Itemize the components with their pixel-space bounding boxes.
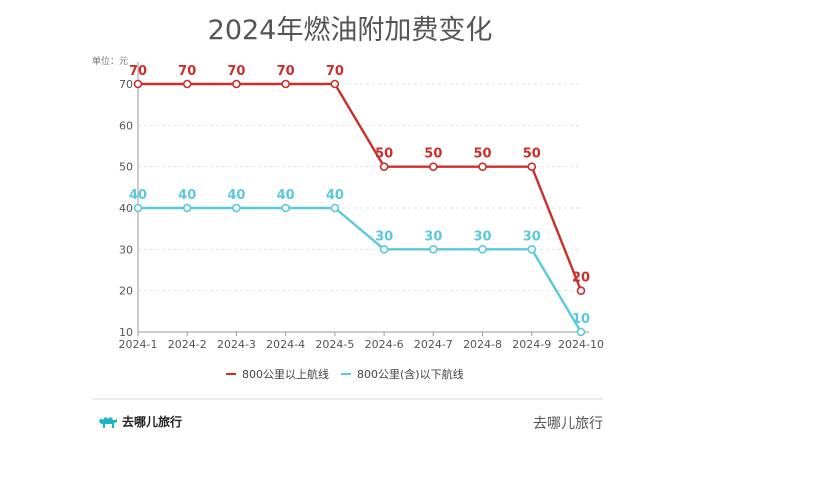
- data-point: [379, 245, 389, 254]
- camel-icon: [99, 416, 117, 428]
- logo-text: 去哪儿旅行: [122, 415, 183, 429]
- x-tick-label: 2024-1: [119, 338, 158, 351]
- data-point: [576, 286, 586, 295]
- y-tick-label: 50: [119, 161, 133, 174]
- y-tick-label: 40: [119, 202, 133, 215]
- y-tick-label: 20: [119, 285, 133, 298]
- data-label: 50: [474, 147, 492, 162]
- data-point: [478, 245, 487, 254]
- data-label: 30: [375, 229, 393, 244]
- data-point: [281, 79, 290, 89]
- legend-label: 800公里以上航线: [242, 367, 329, 381]
- data-point: [576, 327, 586, 337]
- data-label: 20: [572, 271, 590, 286]
- data-label: 40: [277, 188, 295, 203]
- data-label: 40: [227, 188, 245, 203]
- data-point: [330, 203, 340, 213]
- x-tick-label: 2024-6: [365, 338, 404, 351]
- data-point: [133, 203, 143, 213]
- data-label: 70: [277, 64, 295, 79]
- x-tick-label: 2024-2: [168, 338, 207, 351]
- legend-label: 800公里(含)以下航线: [357, 367, 464, 381]
- data-label: 10: [572, 312, 590, 327]
- data-label: 70: [129, 64, 147, 79]
- series-line: [138, 82, 583, 292]
- y-tick-label: 10: [119, 326, 133, 339]
- data-point: [429, 162, 438, 171]
- data-point: [527, 162, 537, 171]
- data-point: [281, 203, 290, 213]
- data-label: 50: [375, 147, 393, 162]
- y-tick-label: 30: [119, 243, 133, 256]
- data-point: [133, 79, 143, 89]
- series-line: [138, 206, 583, 333]
- footer-logo: 去哪儿旅行: [98, 413, 182, 430]
- data-point: [478, 162, 487, 171]
- data-label: 30: [474, 229, 492, 244]
- chart-title: 2024年燃油附加费变化: [207, 15, 493, 46]
- data-label: 30: [424, 229, 442, 244]
- data-label: 40: [326, 188, 344, 203]
- source-text: 去哪儿旅行: [533, 416, 603, 432]
- data-label: 70: [178, 64, 196, 79]
- data-label: 50: [424, 147, 442, 162]
- data-point: [379, 162, 389, 171]
- x-tick-label: 2024-7: [414, 338, 453, 351]
- x-tick-label: 2024-9: [512, 338, 551, 351]
- data-point: [330, 79, 340, 89]
- x-tick-label: 2024-5: [315, 338, 354, 351]
- data-label: 70: [326, 64, 344, 79]
- data-label: 30: [523, 229, 541, 244]
- x-tick-label: 2024-8: [463, 338, 502, 351]
- data-point: [182, 203, 192, 213]
- data-label: 50: [523, 147, 541, 162]
- data-point: [182, 79, 192, 89]
- x-tick-label: 2024-4: [266, 338, 305, 351]
- data-point: [232, 203, 241, 213]
- data-point: [527, 245, 537, 254]
- data-label: 40: [178, 188, 196, 203]
- y-tick-label: 70: [119, 78, 133, 91]
- data-point: [429, 245, 438, 254]
- data-label: 70: [227, 64, 245, 79]
- unit-label: 单位：元: [92, 55, 128, 67]
- data-label: 40: [129, 188, 147, 203]
- y-tick-label: 60: [119, 119, 133, 132]
- data-point: [232, 79, 241, 89]
- x-tick-label: 2024-10: [558, 338, 604, 351]
- x-tick-label: 2024-3: [217, 338, 256, 351]
